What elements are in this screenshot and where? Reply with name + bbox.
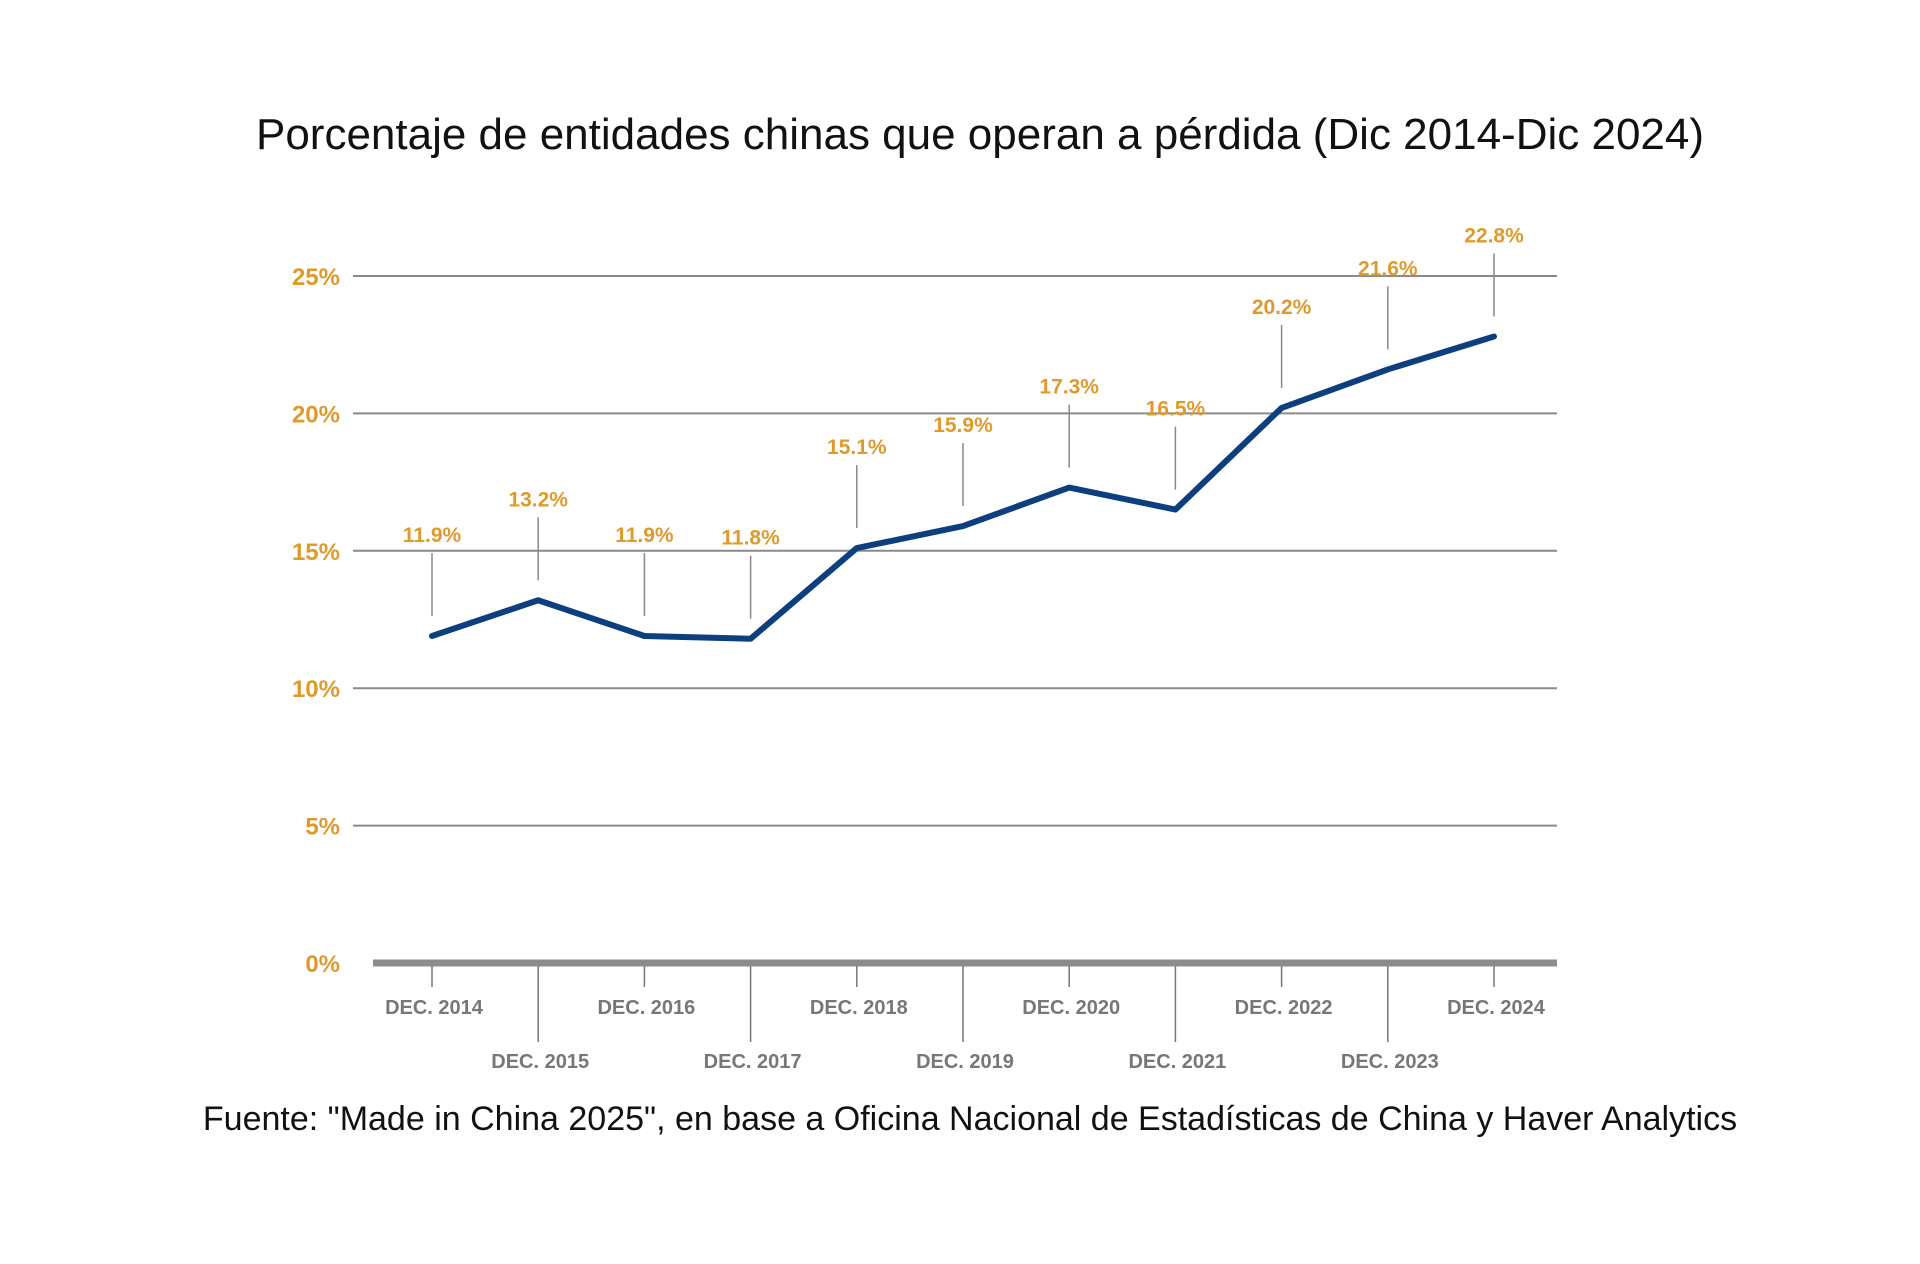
- y-tick-label: 0%: [305, 951, 340, 978]
- data-label: 13.2%: [508, 488, 568, 511]
- x-tick-label: DEC. 2020: [1022, 997, 1120, 1019]
- data-label: 22.8%: [1464, 224, 1524, 247]
- x-tick-label: DEC. 2016: [597, 997, 695, 1019]
- x-tick-label: DEC. 2023: [1341, 1051, 1439, 1073]
- data-label: 11.8%: [721, 527, 780, 550]
- y-tick-label: 10%: [292, 676, 340, 703]
- data-label: 21.6%: [1358, 257, 1418, 280]
- y-tick-label: 20%: [292, 401, 340, 428]
- y-tick-label: 5%: [305, 814, 340, 841]
- x-tick-label: DEC. 2018: [810, 997, 908, 1019]
- x-tick-label: DEC. 2021: [1128, 1051, 1226, 1073]
- source-note: Fuente: "Made in China 2025", en base a …: [202, 1100, 1738, 1138]
- x-tick-label: DEC. 2017: [704, 1051, 802, 1073]
- x-tick-label: DEC. 2015: [491, 1051, 589, 1073]
- data-label: 16.5%: [1146, 398, 1206, 421]
- y-tick-label: 25%: [292, 264, 340, 291]
- x-tick-label: DEC. 2024: [1447, 997, 1546, 1019]
- data-label: 11.9%: [615, 524, 674, 547]
- data-label: 15.1%: [827, 436, 887, 459]
- chart-title: Porcentaje de entidades chinas que opera…: [255, 110, 1705, 159]
- x-tick-label: DEC. 2022: [1235, 997, 1333, 1019]
- x-tick-label: DEC. 2019: [916, 1051, 1014, 1073]
- y-tick-label: 15%: [292, 539, 340, 566]
- data-label: 15.9%: [933, 414, 993, 437]
- data-label: 20.2%: [1252, 296, 1312, 319]
- data-label: 17.3%: [1039, 376, 1099, 399]
- x-tick-label: DEC. 2014: [385, 997, 484, 1019]
- data-label: 11.9%: [403, 524, 462, 547]
